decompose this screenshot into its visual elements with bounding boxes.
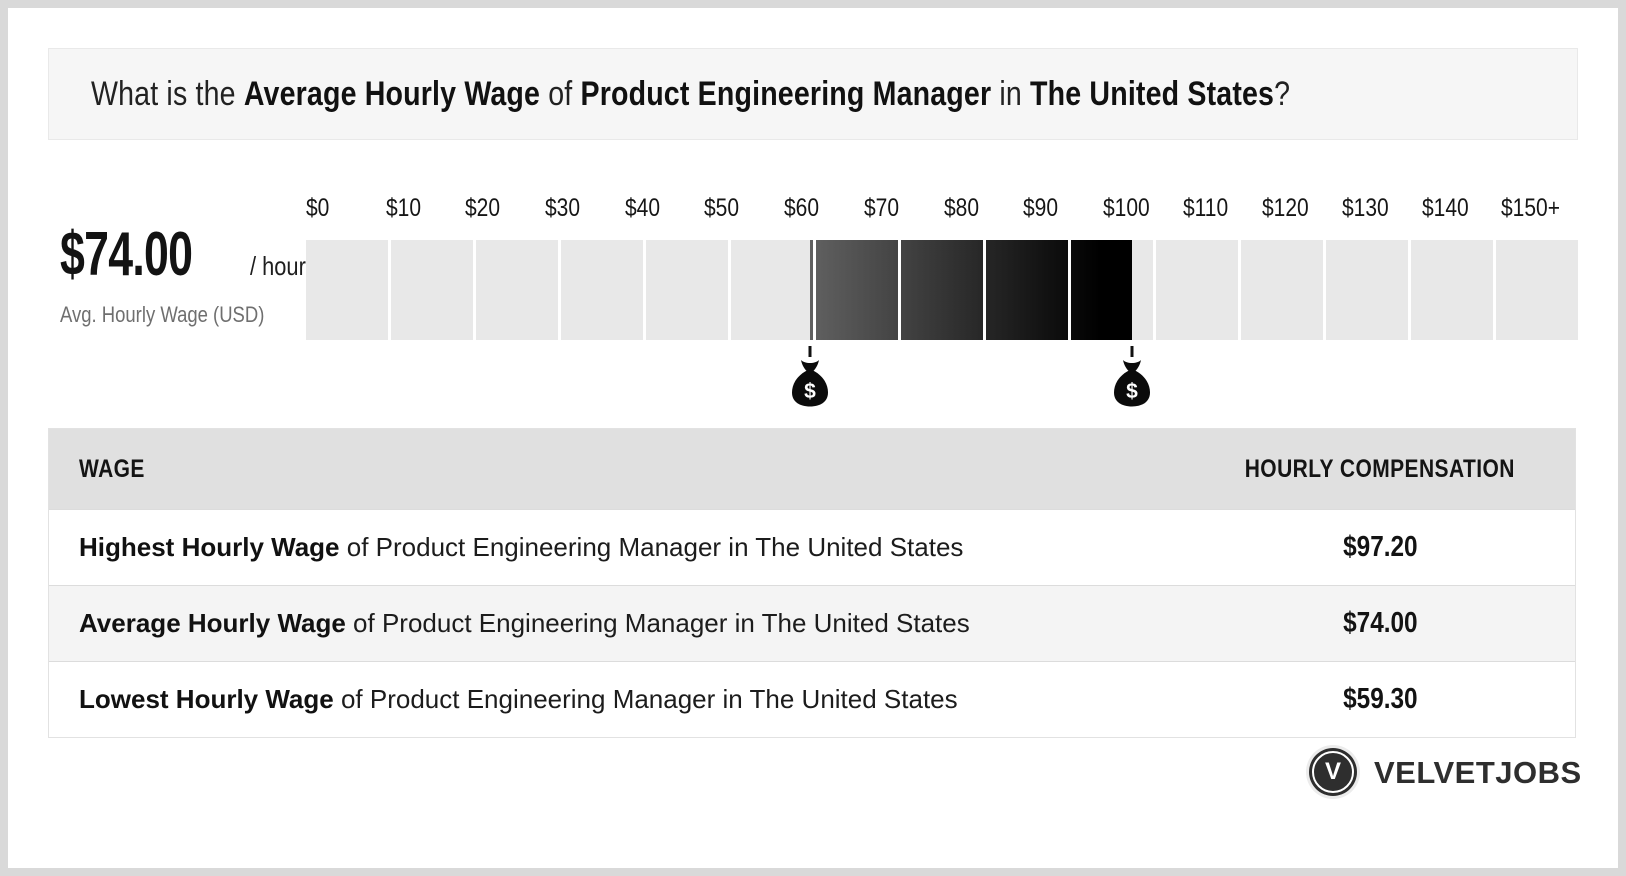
axis-tick-label: $40: [624, 194, 660, 222]
axis-tick-label: $140: [1421, 194, 1469, 222]
title-bold-segment: Product Engineering Manager: [580, 74, 992, 113]
axis-tick-label: $60: [784, 194, 820, 222]
svg-text:$: $: [1126, 380, 1138, 403]
money-bag-marker: $: [790, 359, 830, 407]
question-title-text: What is the Average Hourly Wage of Produ…: [91, 75, 1290, 114]
axis-tick-label: $30: [545, 194, 581, 222]
axis-tick-label: $110: [1182, 194, 1228, 222]
average-wage-line: $74.00/ hour: [60, 224, 316, 286]
axis-tick-label: $0: [306, 194, 330, 222]
title-segment: in: [991, 74, 1031, 113]
money-bag-icon: $: [792, 360, 829, 407]
table-row: Highest Hourly Wage of Product Engineeri…: [49, 509, 1575, 585]
axis-tick-label: $100: [1102, 194, 1150, 222]
axis-tick-label: $80: [943, 194, 979, 222]
table-header-row: WAGE HOURLY COMPENSATION: [49, 429, 1575, 509]
axis-tick-label: $50: [704, 194, 740, 222]
logo-monogram: V: [1324, 758, 1341, 785]
row-label-bold: Highest Hourly Wage: [79, 532, 340, 562]
axis-tick-label: $130: [1341, 194, 1389, 222]
average-wage-caption: Avg. Hourly Wage (USD): [60, 302, 265, 327]
wage-scale: $0 $10 $20 $30 $40 $50 $60 $70 $80 $90 $100 $110 $12…: [306, 194, 1581, 407]
velvetjobs-logo-icon: V: [1309, 748, 1357, 796]
table-body: Highest Hourly Wage of Product Engineeri…: [49, 509, 1575, 737]
header-cell-compensation: HOURLY COMPENSATION: [1244, 454, 1516, 483]
axis-tick-label: $120: [1262, 194, 1309, 222]
axis-tick-label: $10: [385, 194, 421, 222]
row-label-bold: Average Hourly Wage: [79, 608, 346, 638]
wage-table: WAGE HOURLY COMPENSATION Highest Hourly …: [48, 428, 1576, 738]
axis-labels: $0 $10 $20 $30 $40 $50 $60 $70 $80 $90 $100 $110 $12…: [306, 194, 1581, 240]
cell-separators: [306, 240, 1581, 340]
per-hour-label: / hour: [249, 251, 306, 281]
row-compensation-value: $97.20: [1342, 531, 1418, 563]
axis-tick-label: $20: [465, 194, 501, 222]
average-wage-amount: $74.00: [60, 220, 193, 289]
marker-tick: [1130, 346, 1134, 357]
row-compensation-value: $59.30: [1342, 683, 1418, 715]
table-row: Average Hourly Wage of Product Engineeri…: [49, 585, 1575, 661]
title-segment: ?: [1274, 74, 1291, 113]
title-bold-segment: Average Hourly Wage: [243, 74, 541, 113]
row-compensation-value: $74.00: [1342, 607, 1418, 639]
header-cell-wage: WAGE: [79, 454, 145, 483]
table-row: Lowest Hourly Wage of Product Engineerin…: [49, 661, 1575, 737]
question-title: What is the Average Hourly Wage of Produ…: [91, 75, 1519, 114]
axis-tick-label: $70: [863, 194, 899, 222]
content-card: What is the Average Hourly Wage of Produ…: [8, 8, 1618, 868]
svg-text:$: $: [804, 380, 816, 403]
title-segment: What is the: [91, 74, 244, 113]
money-bag-icon: $: [1114, 360, 1151, 407]
title-bold-segment: The United States: [1030, 74, 1275, 113]
brand-name: VELVETJOBS: [1374, 755, 1582, 790]
row-wage-label: Lowest Hourly Wage of Product Engineerin…: [79, 684, 958, 714]
row-label-bold: Lowest Hourly Wage: [79, 684, 334, 714]
marker-tick: [808, 346, 812, 357]
title-segment: of: [540, 74, 581, 113]
money-bag-marker: $: [1112, 359, 1152, 407]
wage-summary: $74.00/ hour Avg. Hourly Wage (USD): [60, 224, 316, 328]
wage-chart: $74.00/ hour Avg. Hourly Wage (USD) $0 $1…: [8, 158, 1618, 438]
axis-tick-label: $150+: [1501, 194, 1561, 222]
row-wage-label: Average Hourly Wage of Product Engineeri…: [79, 608, 970, 638]
question-box: What is the Average Hourly Wage of Produ…: [48, 48, 1578, 140]
wage-bar: [306, 240, 1581, 340]
axis-tick-label: $90: [1023, 194, 1059, 222]
row-wage-label: Highest Hourly Wage of Product Engineeri…: [79, 532, 964, 562]
